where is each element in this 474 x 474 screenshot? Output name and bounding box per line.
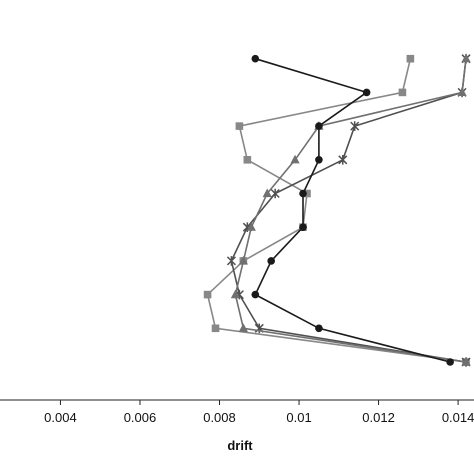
data-point-star	[270, 188, 280, 199]
data-point-circle	[267, 257, 275, 265]
x-tick-label: 0.006	[124, 410, 157, 425]
series-line-triangle	[234, 58, 467, 363]
series-circle	[251, 54, 454, 366]
data-point-triangle	[461, 53, 471, 63]
x-tick-label: 0.012	[362, 410, 395, 425]
series-line-star	[230, 58, 467, 363]
series-star	[226, 53, 471, 367]
x-tick-label: 0.01	[286, 410, 311, 425]
data-point-circle	[315, 122, 323, 130]
x-axis-title: drift	[227, 438, 253, 453]
data-point-circle	[299, 189, 307, 198]
x-tick-label: 0.014	[442, 410, 474, 425]
data-point-circle	[251, 290, 260, 299]
x-axis-ticks: 0.004 0.006 0.008 0.01 0.012 0.014	[44, 400, 474, 425]
data-point-star	[350, 121, 360, 131]
data-point-star	[338, 155, 348, 165]
x-tick-label: 0.004	[44, 410, 77, 425]
x-tick-label: 0.008	[203, 410, 236, 425]
series-square	[203, 54, 470, 366]
data-point-square	[235, 122, 244, 130]
data-point-square	[211, 324, 220, 333]
data-point-triangle	[290, 154, 300, 164]
data-point-circle	[315, 324, 323, 333]
series-line-square	[206, 58, 467, 363]
data-point-square	[303, 189, 311, 198]
data-point-circle	[446, 358, 454, 366]
data-point-circle	[362, 88, 371, 97]
data-point-circle	[299, 223, 307, 231]
data-point-circle	[315, 156, 323, 164]
data-point-square	[243, 156, 252, 164]
data-point-circle	[251, 54, 260, 63]
data-point-square	[203, 290, 212, 299]
data-point-triangle	[230, 289, 241, 299]
data-point-triangle	[238, 255, 248, 265]
series-layer	[203, 53, 471, 367]
data-point-square	[398, 88, 407, 97]
data-point-square	[406, 54, 415, 63]
data-point-triangle	[461, 357, 471, 366]
data-point-triangle	[238, 323, 248, 332]
data-point-triangle	[262, 188, 272, 198]
data-point-triangle	[246, 222, 256, 231]
data-point-triangle	[457, 87, 467, 96]
data-point-star	[226, 256, 236, 266]
series-line-circle	[254, 57, 451, 363]
